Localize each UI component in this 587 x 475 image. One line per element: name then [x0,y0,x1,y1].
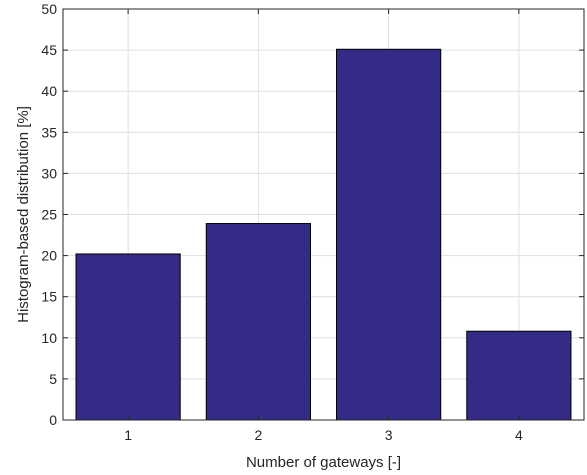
x-tick-label: 4 [515,427,523,443]
y-tick-label: 50 [41,1,57,17]
bar-4 [466,330,572,421]
y-tick-label: 30 [41,165,57,181]
y-tick-label: 10 [41,330,57,346]
y-tick-label: 40 [41,83,57,99]
y-axis-label: Histogram-based distribution [%] [15,106,32,323]
y-tick-label: 15 [41,289,57,305]
bars [75,48,572,421]
y-tick-label: 0 [49,412,57,428]
y-tick-label: 5 [49,371,57,387]
y-tick-label: 25 [41,207,57,223]
x-axis-label: Number of gateways [-] [246,454,401,471]
y-tick-label: 45 [41,42,57,58]
bar-3 [336,48,442,421]
ticks: 0 5 10 15 20 25 30 35 40 45 50 1 2 3 4 [41,1,584,443]
x-tick-label: 3 [385,427,393,443]
bar-2 [205,223,311,421]
x-tick-label: 2 [254,427,262,443]
bar-1 [75,253,181,421]
x-tick-label: 1 [124,427,132,443]
y-tick-label: 20 [41,248,57,264]
y-tick-label: 35 [41,124,57,140]
